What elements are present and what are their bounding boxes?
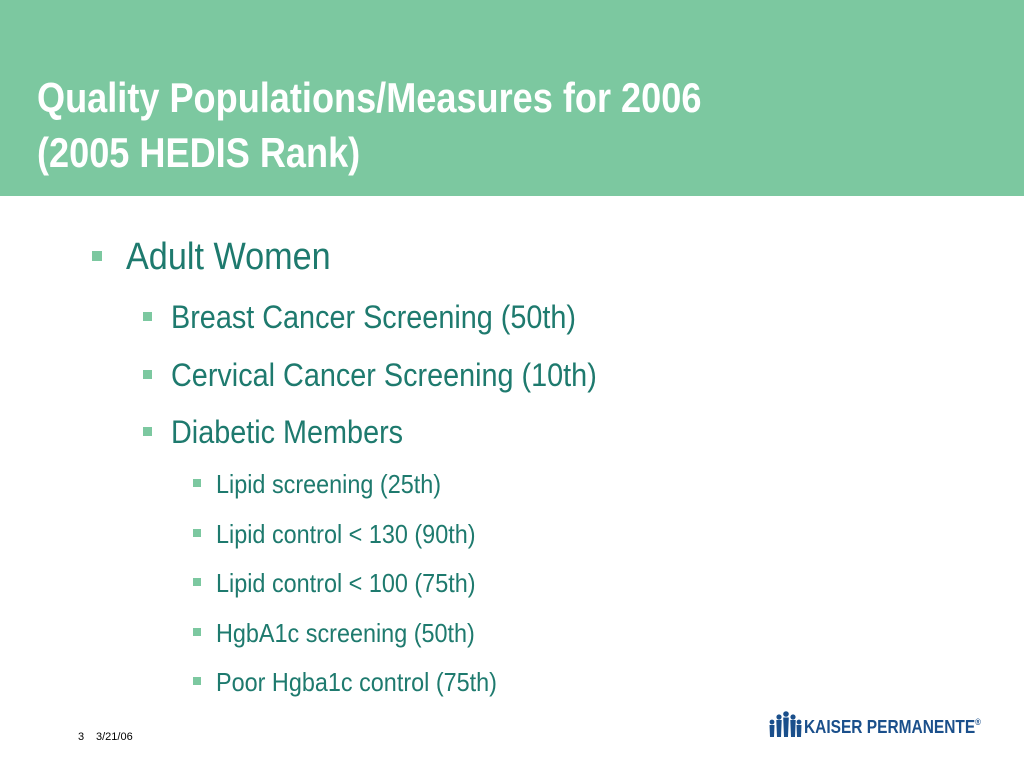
- bullet-item-cervical-cancer: Cervical Cancer Screening (10th): [171, 357, 597, 393]
- title-banner: [0, 0, 1024, 196]
- bullet-square-icon: [193, 628, 201, 636]
- page-number: 3: [78, 731, 85, 743]
- bullet-square-icon: [143, 312, 152, 321]
- bullet-item-adult-women: Adult Women: [126, 236, 331, 278]
- bullet-item-poor-hgba1c-control: Poor Hgba1c control (75th): [216, 667, 497, 697]
- bullet-square-icon: [193, 479, 201, 487]
- slide-title-line-1: Quality Populations/Measures for 2006: [37, 74, 702, 121]
- bullet-item-diabetic-members: Diabetic Members: [171, 414, 404, 450]
- bullet-item-hgba1c-screening: HgbA1c screening (50th): [216, 618, 475, 648]
- bullet-item-lipid-control-100: Lipid control < 100 (75th): [216, 568, 476, 598]
- bullet-square-icon: [143, 427, 152, 436]
- logo-name: KAISER PERMANENTE: [804, 717, 976, 737]
- bullet-item-lipid-control-130: Lipid control < 130 (90th): [216, 519, 476, 549]
- kaiser-permanente-logo: KAISER PERMANENTE®: [768, 708, 994, 742]
- logo-wordmark: KAISER PERMANENTE®: [804, 717, 981, 738]
- slide-title: Quality Populations/Measures for 2006 (2…: [37, 70, 701, 180]
- bullet-item-lipid-screening: Lipid screening (25th): [216, 469, 442, 499]
- people-icon: [769, 711, 802, 737]
- bullet-item-breast-cancer: Breast Cancer Screening (50th): [171, 299, 576, 335]
- bullet-square-icon: [193, 529, 201, 537]
- registered-mark: ®: [975, 717, 981, 727]
- bullet-square-icon: [193, 578, 201, 586]
- slide-date: 3/21/06: [96, 731, 133, 743]
- bullet-square-icon: [92, 251, 102, 261]
- slide-title-line-2: (2005 HEDIS Rank): [37, 129, 361, 176]
- bullet-square-icon: [193, 677, 201, 685]
- bullet-square-icon: [143, 370, 152, 379]
